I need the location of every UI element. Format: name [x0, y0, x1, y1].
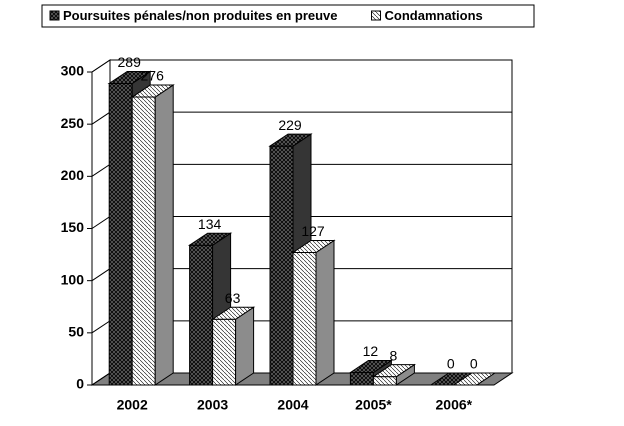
data-label: 0: [470, 356, 478, 372]
bar-top: [291, 239, 336, 253]
legend-box: [41, 4, 535, 28]
bar-top: [452, 372, 497, 386]
bar: [210, 306, 256, 386]
bar-top: [348, 359, 394, 373]
data-label: 276: [141, 68, 165, 84]
bar: [371, 363, 417, 386]
bar: [130, 84, 175, 386]
bar-top: [187, 232, 233, 246]
data-label: 0: [447, 356, 455, 372]
data-label: 12: [363, 343, 379, 359]
bar-front: [189, 244, 214, 386]
x-tick-label: 2005*: [355, 397, 392, 413]
y-tick-label: 100: [61, 271, 85, 287]
data-label: 8: [390, 347, 398, 363]
legend-label: Poursuites pénales/non produites en preu…: [63, 8, 338, 23]
legend-swatch: [49, 10, 60, 21]
legend-label: Condamnations: [385, 8, 483, 23]
bar: [291, 239, 336, 386]
data-label: 289: [118, 54, 142, 70]
data-label: 229: [278, 117, 302, 133]
bar-side: [235, 306, 255, 386]
grid-line: [91, 59, 512, 73]
data-label: 134: [198, 216, 222, 232]
bar-top: [130, 84, 175, 98]
x-tick-label: 2004: [277, 397, 308, 413]
y-tick-label: 300: [61, 63, 85, 79]
data-label: 63: [225, 290, 241, 306]
bar-front: [349, 371, 374, 386]
bar-front: [131, 96, 156, 386]
bar-front: [212, 318, 237, 386]
y-tick-label: 0: [76, 376, 84, 392]
bar-top: [210, 306, 256, 320]
bar-front: [108, 82, 133, 386]
bar-front: [292, 251, 317, 386]
bar-side: [154, 84, 174, 386]
y-tick-label: 250: [61, 115, 85, 131]
x-tick-label: 2003: [197, 397, 228, 413]
y-tick-label: 50: [68, 324, 84, 340]
bar-side: [315, 239, 335, 386]
bar-front: [269, 145, 294, 386]
bar-top: [107, 70, 152, 84]
legend-swatch: [371, 10, 382, 21]
bar-front: [372, 376, 397, 386]
bar-top: [371, 364, 417, 378]
bar-top: [268, 133, 313, 147]
x-tick-label: 2002: [117, 397, 148, 413]
bar: [452, 372, 497, 386]
y-tick-label: 150: [61, 219, 85, 235]
y-tick-label: 200: [61, 167, 85, 183]
data-label: 127: [301, 223, 325, 239]
x-tick-label: 2006*: [436, 397, 473, 413]
